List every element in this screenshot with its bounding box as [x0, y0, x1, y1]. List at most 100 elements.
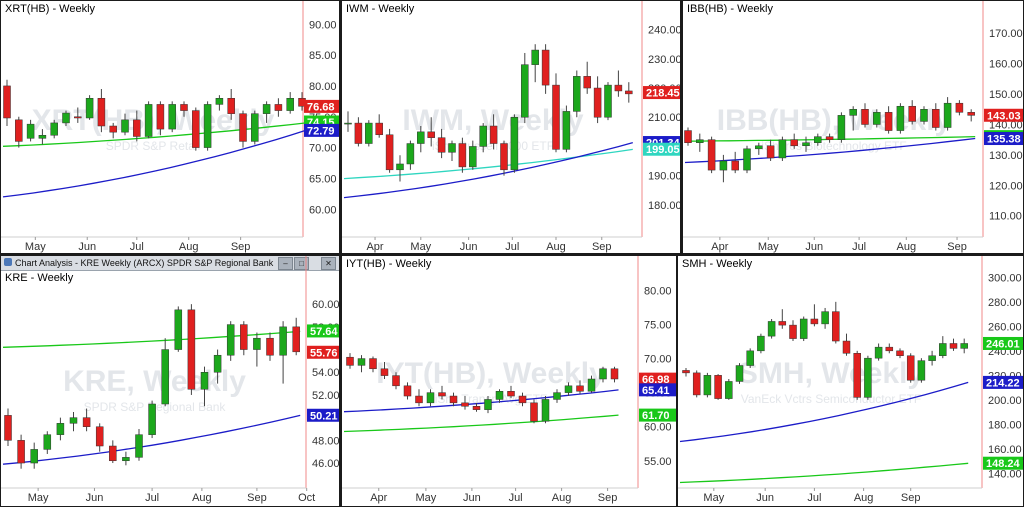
candle-body [518, 395, 527, 404]
y-tick-label: 75.00 [644, 320, 672, 332]
candle-body [385, 134, 394, 171]
candle-body [743, 148, 751, 171]
watermark-subtitle: SPDR S&P Retail [106, 139, 200, 153]
candle-body [403, 385, 412, 397]
candle-body [479, 125, 487, 147]
minimize-button[interactable]: – [278, 257, 293, 270]
price-tag-box [643, 142, 680, 156]
y-tick-label: 140.00 [989, 119, 1023, 131]
candle-body [448, 143, 456, 153]
candle-body [908, 105, 916, 122]
candle-body [472, 406, 481, 410]
candle-body [344, 122, 352, 125]
candle-body [30, 449, 38, 464]
x-tick-label: Aug [854, 492, 874, 504]
candle-body [427, 131, 435, 138]
moving-average-line [343, 148, 633, 180]
window-titlebar[interactable]: Chart Analysis - KRE Weekly (ARCX) SPDR … [1, 256, 339, 271]
x-tick-label: Jun [756, 492, 774, 504]
candle-body [778, 321, 787, 326]
y-tick-label: 150.00 [989, 89, 1023, 101]
candle-body [203, 104, 212, 148]
chart-panel-iwm[interactable]: IWM, Weekly iShs Russell 2000 ETF 180.00 19… [342, 1, 680, 253]
candle-body [469, 146, 477, 168]
chart-panel-xrt[interactable]: XRT(HB), Weekly SPDR S&P Retail 60.00 65.00… [1, 1, 339, 253]
candle-body [489, 125, 498, 144]
x-tick-label: Sep [592, 241, 612, 253]
x-tick-label: Jun [86, 492, 104, 504]
y-tick-label: 60.00 [644, 422, 672, 434]
candle-body [357, 358, 366, 366]
x-tick-label: Aug [897, 241, 917, 253]
moving-average-line [679, 381, 969, 443]
y-tick-label: 80.00 [644, 285, 672, 297]
candle-body [757, 335, 765, 352]
price-tag-label: 55.76 [310, 347, 338, 359]
y-tick-label: 180.00 [988, 419, 1022, 431]
x-tick-label: Jun [78, 241, 96, 253]
chart-panel-ibb[interactable]: IBB(HB), Weekly iShares Biotechnology ETF… [683, 1, 1023, 253]
price-tag-box [983, 456, 1023, 470]
candle-body [187, 309, 196, 390]
candle-body [562, 111, 571, 150]
candle-body [719, 160, 728, 171]
candle-body [510, 116, 519, 171]
price-tag-label: 148.24 [986, 458, 1021, 470]
chart-panel-smh[interactable]: SMH, Weekly VanEck Vctrs Semiconductor ET… [678, 256, 1023, 506]
y-tick-label: 230.00 [648, 54, 680, 66]
candle-body [917, 360, 926, 381]
candle-body [521, 64, 529, 118]
candle-body [38, 135, 47, 139]
candle-body [109, 125, 117, 133]
y-tick-label: 110.00 [989, 211, 1022, 223]
candle-body [684, 130, 692, 143]
y-tick-label: 160.00 [988, 444, 1022, 456]
x-tick-label: Jul [807, 492, 821, 504]
candle-body [576, 385, 584, 392]
x-tick-label: Aug [192, 492, 212, 504]
price-tag-label: 218.45 [646, 88, 680, 100]
x-tick-label: Jul [130, 241, 144, 253]
candle-body [928, 355, 936, 361]
y-tick-label: 90.00 [309, 19, 337, 31]
candle-body [495, 391, 504, 400]
candle-body [853, 353, 861, 398]
candle-body [832, 311, 840, 342]
candle-body [69, 417, 78, 424]
price-tag-label: 214.22 [986, 377, 1020, 389]
candle-body [735, 365, 744, 382]
candle-body [507, 391, 515, 397]
x-tick-label: Jul [509, 492, 523, 504]
candle-body [192, 110, 200, 148]
candle-body [375, 122, 383, 136]
price-tag-label: 135.38 [987, 134, 1021, 146]
x-tick-label: Jul [852, 241, 866, 253]
candle-body [215, 98, 224, 105]
candle-body [168, 104, 176, 130]
candle-body [417, 131, 425, 144]
price-tag-label: 61.70 [642, 410, 670, 422]
chart-window-kre[interactable]: Chart Analysis - KRE Weekly (ARCX) SPDR … [1, 256, 339, 506]
candle-body [121, 119, 129, 133]
candle-body [253, 337, 261, 350]
chart-panel-iyt[interactable]: IYT(HB), Weekly iShs Transp Avg ETF 55.00 6… [342, 256, 676, 506]
price-tag-box [307, 324, 339, 338]
candle-body [906, 355, 915, 381]
chart-title: IBB(HB) - Weekly [687, 3, 773, 15]
y-tick-label: 130.00 [989, 150, 1023, 162]
maximize-button[interactable]: □ [294, 257, 309, 270]
candle-body [251, 113, 259, 142]
x-tick-label: Sep [598, 492, 618, 504]
candle-body [426, 392, 435, 404]
candle-body [122, 457, 130, 462]
candle-body [884, 112, 893, 131]
candle-body [415, 395, 423, 404]
candle-body [955, 102, 964, 113]
candle-body [552, 84, 560, 150]
candle-body [133, 119, 141, 137]
candle-body [354, 122, 363, 144]
candle-body [939, 343, 947, 356]
x-tick-label: Jun [805, 241, 823, 253]
close-button[interactable]: ✕ [321, 257, 336, 270]
